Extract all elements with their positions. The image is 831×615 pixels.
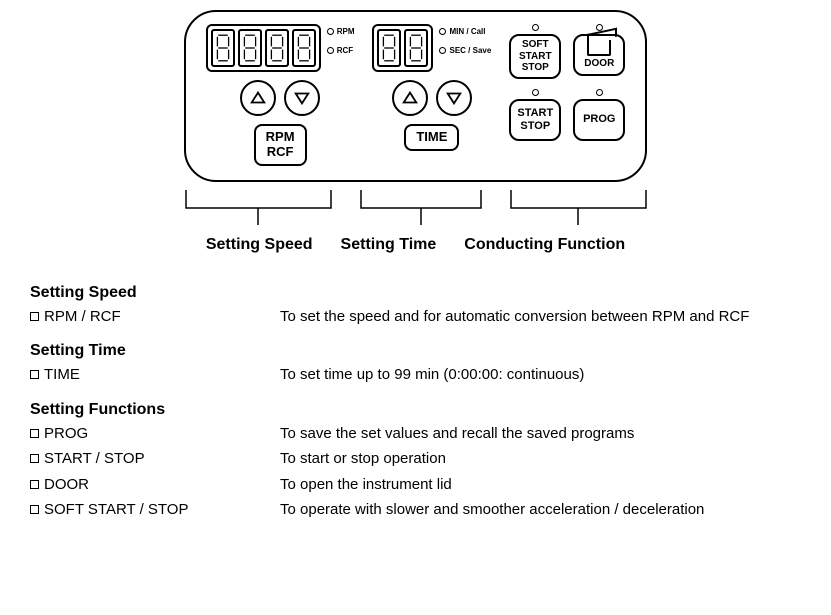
speed-up-button[interactable] [240, 80, 276, 116]
label-func: Conducting Function [464, 236, 625, 254]
panel-container: RPMRCF RPM RCF MIN / CallSEC / Save TIME… [30, 10, 801, 182]
bullet-icon [30, 454, 39, 463]
soft-l1: SOFT [522, 39, 549, 51]
bracket-diagram [30, 190, 801, 230]
indicator-dot-icon [327, 28, 334, 35]
indicator-label: SEC / Save [449, 46, 491, 55]
soft-l2: START [519, 51, 552, 63]
bullet-icon [30, 505, 39, 514]
desc-text: To set time up to 99 min (0:00:00: conti… [280, 364, 584, 387]
desc-key: DOOR [30, 474, 280, 497]
rpm-rcf-line1: RPM [266, 130, 295, 145]
soft-cell: SOFT START STOP [509, 24, 561, 79]
desc-text: To set the speed and for automatic conve… [280, 306, 749, 329]
desc-heading: Setting Functions [30, 401, 801, 419]
time-indicators: MIN / Call SEC / Save [439, 24, 491, 55]
time-digit [377, 29, 401, 67]
door-button[interactable]: DOOR [573, 34, 625, 76]
time-section: MIN / Call SEC / Save TIME [372, 24, 491, 151]
desc-heading: Setting Time [30, 342, 801, 360]
indicator: MIN / Call [439, 27, 491, 36]
speed-arrows [240, 80, 320, 116]
indicator-dot-icon [327, 47, 334, 54]
desc-row: TIMETo set time up to 99 min (0:00:00: c… [30, 364, 801, 387]
section-labels: Setting Speed Setting Time Conducting Fu… [30, 236, 801, 254]
bullet-icon [30, 312, 39, 321]
speed-section: RPMRCF RPM RCF [206, 24, 355, 166]
speed-digit [292, 29, 316, 67]
speed-digit [265, 29, 289, 67]
desc-key: RPM / RCF [30, 306, 280, 329]
desc-text: To save the set values and recall the sa… [280, 423, 634, 446]
label-speed: Setting Speed [206, 236, 313, 254]
control-panel: RPMRCF RPM RCF MIN / CallSEC / Save TIME… [184, 10, 648, 182]
bullet-icon [30, 429, 39, 438]
time-digit [404, 29, 428, 67]
indicator-dot-icon [439, 47, 446, 54]
time-display-row: MIN / Call SEC / Save [372, 24, 491, 72]
desc-key: TIME [30, 364, 280, 387]
function-section: SOFT START STOP DOOR START STOP PROG [509, 24, 625, 141]
start-l1: START [517, 107, 553, 120]
desc-text: To open the instrument lid [280, 474, 452, 497]
soft-l3: STOP [522, 62, 549, 74]
desc-key: SOFT START / STOP [30, 499, 280, 522]
soft-led-icon [532, 24, 539, 31]
speed-digit [211, 29, 235, 67]
door-icon [587, 40, 611, 56]
start-stop-button[interactable]: START STOP [509, 99, 561, 141]
startstop-led-icon [532, 89, 539, 96]
desc-key: START / STOP [30, 448, 280, 471]
bullet-icon [30, 480, 39, 489]
speed-indicators: RPM RCF [327, 24, 355, 55]
desc-text: To start or stop operation [280, 448, 446, 471]
indicator-label: RCF [337, 46, 353, 55]
label-time: Setting Time [341, 236, 437, 254]
desc-row: SOFT START / STOPTo operate with slower … [30, 499, 801, 522]
desc-text: To operate with slower and smoother acce… [280, 499, 704, 522]
indicator: RPM [327, 27, 355, 36]
startstop-cell: START STOP [509, 89, 561, 141]
desc-row: PROGTo save the set values and recall th… [30, 423, 801, 446]
desc-row: START / STOPTo start or stop operation [30, 448, 801, 471]
soft-start-stop-button[interactable]: SOFT START STOP [509, 34, 561, 79]
speed-down-button[interactable] [284, 80, 320, 116]
bullet-icon [30, 370, 39, 379]
start-l2: STOP [520, 120, 550, 133]
speed-display [206, 24, 321, 72]
speed-display-row: RPM RCF [206, 24, 355, 72]
time-button[interactable]: TIME [404, 124, 459, 151]
desc-row: DOORTo open the instrument lid [30, 474, 801, 497]
desc-key: PROG [30, 423, 280, 446]
door-label: DOOR [584, 58, 614, 70]
rpm-rcf-line2: RCF [266, 145, 295, 160]
rpm-rcf-button[interactable]: RPM RCF [254, 124, 307, 166]
desc-row: RPM / RCFTo set the speed and for automa… [30, 306, 801, 329]
indicator-label: MIN / Call [449, 27, 485, 36]
time-arrows [392, 80, 472, 116]
prog-cell: PROG [573, 89, 625, 141]
door-cell: DOOR [573, 24, 625, 76]
indicator-label: RPM [337, 27, 355, 36]
indicator: RCF [327, 46, 355, 55]
indicator-dot-icon [439, 28, 446, 35]
prog-button[interactable]: PROG [573, 99, 625, 141]
prog-led-icon [596, 89, 603, 96]
time-display [372, 24, 433, 72]
desc-heading: Setting Speed [30, 284, 801, 302]
time-down-button[interactable] [436, 80, 472, 116]
descriptions: Setting Speed RPM / RCFTo set the speed a… [30, 284, 801, 522]
speed-digit [238, 29, 262, 67]
indicator: SEC / Save [439, 46, 491, 55]
time-up-button[interactable] [392, 80, 428, 116]
